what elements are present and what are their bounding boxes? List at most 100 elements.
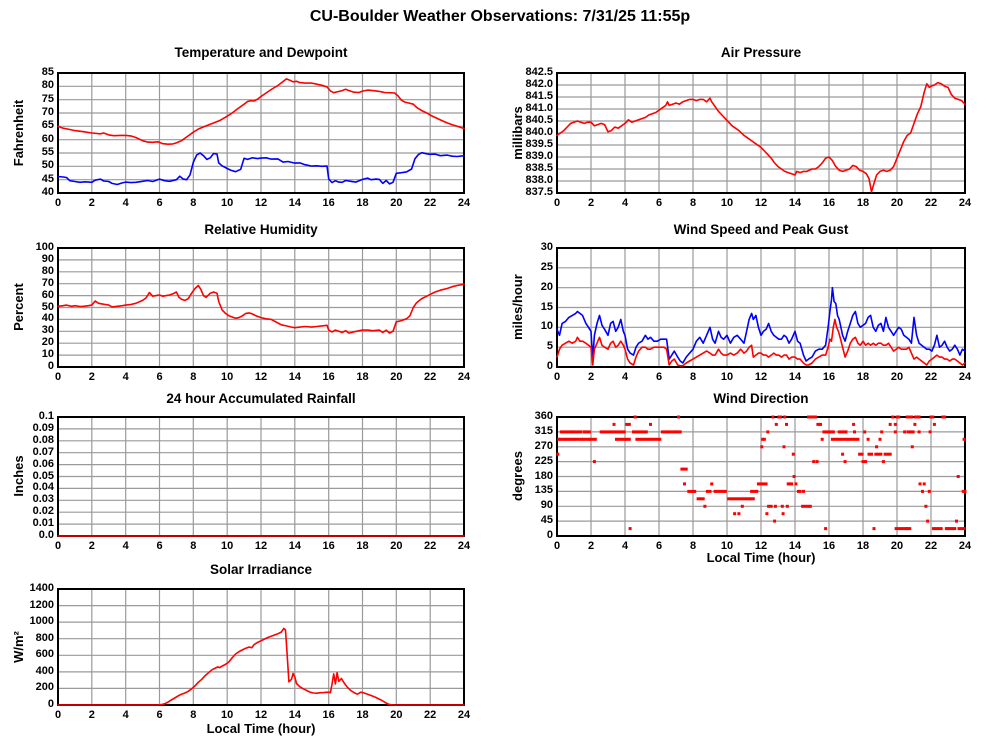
x-tick-label: 22 [424,371,437,383]
chart-title: 24 hour Accumulated Rainfall [166,391,356,406]
chart-air-pressure: Air Pressure millibars 0 2 4 6 8 10 12 14 16 18 20… [500,40,1000,215]
x-tick-label: 2 [88,197,95,209]
y-tick-label: 270 [534,439,553,452]
y-tick-label: 90 [41,252,54,265]
rainfall-plot [57,416,465,537]
y-tick-label: 45 [41,172,54,185]
y-tick-label: 30 [540,241,553,253]
y-tick-label: 85 [41,66,54,78]
y-tick-label: 0.0 [38,529,54,541]
x-tick-label: 24 [457,371,471,383]
y-tick-label: 10 [540,320,553,333]
x-tick-label: 16 [322,709,335,721]
y-tick-label: 200 [35,681,54,694]
x-tick-label: 20 [890,540,904,552]
y-tick-label: 0.1 [38,410,54,422]
x-tick-label: 18 [356,709,369,721]
x-tick-label: 12 [254,540,268,552]
y-tick-label: 315 [534,424,553,437]
wind-speed-gust-plot [556,247,966,368]
x-tick-label: 22 [424,540,437,552]
x-tick-label: 24 [457,540,471,552]
chart-title: Wind Direction [713,391,809,406]
x-tick-label: 0 [54,197,62,209]
x-tick-label: 18 [356,371,369,383]
y-tick-label: 20 [540,280,553,293]
y-tick-label: 50 [41,300,54,313]
y-tick-label: 70 [41,276,54,289]
y-tick-label: 60 [41,288,54,301]
y-tick-label: 5 [546,340,553,353]
y-tick-label: 841.0 [525,102,553,114]
y-tick-label: 90 [540,499,553,512]
x-tick-label: 14 [788,371,802,383]
x-tick-label: 8 [689,540,697,552]
x-tick-label: 14 [288,540,301,552]
y-tick-label: 400 [35,664,54,677]
y-tick-label: 0.07 [32,445,54,458]
x-tick-label: 12 [254,197,268,209]
air-pressure-plot [556,72,966,194]
x-tick-label: 4 [621,371,629,383]
x-tick-label: 4 [621,197,629,209]
x-tick-label: 2 [88,540,95,552]
y-tick-label: 841.5 [525,90,553,102]
y-tick-label: 0 [47,698,54,710]
y-tick-label: 360 [534,410,553,422]
solar-irradiance-plot [57,588,465,706]
y-tick-label: 0 [546,360,553,372]
x-tick-label: 24 [457,197,471,209]
x-tick-label: 20 [890,197,904,209]
x-tick-label: 8 [190,709,197,721]
y-tick-label: 50 [41,159,54,172]
chart-wind-direction: Wind Direction degrees Local Time (hour)… [500,385,1000,570]
y-tick-label: 0.05 [32,469,54,482]
x-tick-label: 16 [322,540,335,552]
y-tick-label: 0.04 [32,481,54,494]
x-tick-label: 6 [156,709,163,721]
y-tick-label: 1000 [29,615,54,628]
x-tick-label: 16 [322,197,335,209]
y-tick-label: 840.0 [525,126,553,138]
y-tick-label: 60 [41,132,54,145]
x-tick-label: 4 [122,709,129,721]
x-tick-label: 18 [856,371,870,383]
x-tick-label: 6 [156,371,163,383]
x-tick-label: 12 [754,197,768,209]
x-tick-label: 4 [122,540,129,552]
x-tick-label: 16 [322,371,335,383]
y-tick-label: 0 [47,360,54,372]
y-tick-label: 839.0 [525,150,553,162]
x-tick-label: 0 [553,540,561,552]
y-tick-label: 0.03 [32,493,54,506]
x-tick-label: 2 [88,371,95,383]
y-tick-label: 1200 [29,598,54,611]
x-tick-label: 4 [621,540,629,552]
y-tick-label: 0.02 [32,505,54,518]
y-tick-label: 839.5 [525,138,553,150]
x-tick-label: 6 [655,197,663,209]
x-tick-label: 12 [254,709,268,721]
y-tick-label: 70 [41,106,54,118]
x-tick-label: 20 [390,540,403,552]
x-tick-label: 8 [190,197,197,209]
x-tick-label: 24 [958,197,972,209]
chart-relative-humidity: Relative Humidity Percent 0 2 4 6 8 10 12 14 16 1… [0,215,480,385]
x-tick-label: 12 [754,540,768,552]
x-tick-label: 12 [754,371,768,383]
y-tick-label: 15 [540,300,553,313]
x-tick-label: 2 [587,540,595,552]
x-tick-label: 8 [689,371,697,383]
chart-title: Solar Irradiance [209,562,313,577]
y-tick-label: 20 [41,336,54,349]
x-tick-label: 6 [156,197,163,209]
x-tick-label: 14 [288,371,301,383]
y-tick-label: 842.5 [525,66,553,78]
x-tick-label: 22 [924,371,938,383]
page-title: CU-Boulder Weather Observations: 7/31/25… [309,8,691,25]
x-tick-label: 24 [457,709,471,721]
wind-direction-plot [556,415,967,537]
x-tick-label: 10 [720,540,734,552]
x-tick-label: 24 [958,371,972,383]
